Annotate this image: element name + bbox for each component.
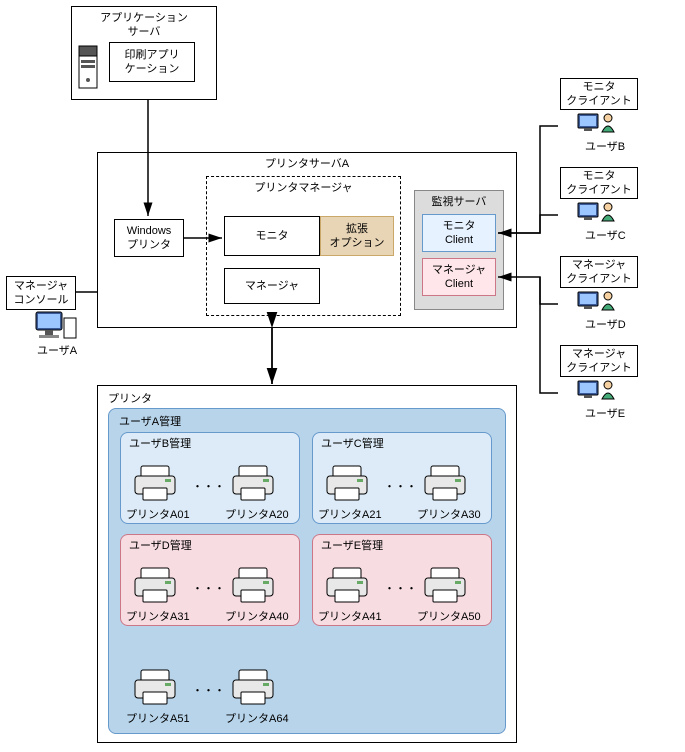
ext-option-label: 拡張 オプション — [330, 222, 385, 251]
client-e-label: マネージャ クライアント — [566, 347, 632, 376]
printer-a30-label: プリンタA30 — [417, 508, 481, 522]
user-a-label: ユーザA — [37, 344, 77, 358]
client-b-box: モニタ クライアント — [560, 78, 638, 110]
printer-a51-label: プリンタA51 — [126, 712, 190, 726]
printer-a64-label: プリンタA64 — [225, 712, 289, 726]
printer-a20-label: プリンタA20 — [225, 508, 289, 522]
client-c-box: モニタ クライアント — [560, 167, 638, 199]
windows-printer-label: Windows プリンタ — [127, 224, 172, 253]
dots-b-label: ・・・ — [192, 480, 225, 494]
user-b-label: ユーザB — [585, 140, 625, 154]
printer-area-title: プリンタ — [108, 392, 152, 406]
dots-c-label: ・・・ — [384, 480, 417, 494]
dots-loose-label: ・・・ — [192, 684, 225, 698]
manager-client-box: マネージャ Client — [422, 258, 496, 296]
monitor-client-box: モニタ Client — [422, 214, 496, 252]
client-c-label: モニタ クライアント — [566, 169, 632, 198]
user-a-group-title: ユーザA管理 — [119, 415, 181, 429]
printer-a50-label: プリンタA50 — [417, 610, 481, 624]
client-d-box: マネージャ クライアント — [560, 256, 638, 288]
printer-a21-label: プリンタA21 — [318, 508, 382, 522]
user-d-label: ユーザD — [585, 318, 626, 332]
manager-client-label: マネージャ Client — [432, 263, 486, 292]
monitor-label: モニタ — [256, 229, 289, 243]
user-c-group-title: ユーザC管理 — [321, 437, 384, 451]
manager-console-box: マネージャ コンソール — [6, 276, 76, 310]
client-b-label: モニタ クライアント — [566, 80, 632, 109]
manager-console-label: マネージャ コンソール — [14, 279, 69, 308]
monitor-box: モニタ — [224, 216, 320, 256]
app-server-title: アプリケーション サーバ — [100, 11, 188, 40]
client-d-label: マネージャ クライアント — [566, 258, 632, 287]
user-d-group-title: ユーザD管理 — [129, 539, 192, 553]
app-server-sub-label: 印刷アプリ ケーション — [125, 48, 180, 77]
printer-a40-label: プリンタA40 — [225, 610, 289, 624]
windows-printer-box: Windows プリンタ — [114, 219, 184, 257]
app-server-sub-box: 印刷アプリ ケーション — [109, 42, 195, 82]
dots-e-label: ・・・ — [384, 582, 417, 596]
user-c-label: ユーザC — [585, 229, 626, 243]
manager-box: マネージャ — [224, 268, 320, 304]
printer-manager-title: プリンタマネージャ — [254, 181, 352, 195]
printer-a01-label: プリンタA01 — [126, 508, 190, 522]
printer-a31-label: プリンタA31 — [126, 610, 190, 624]
user-b-group-title: ユーザB管理 — [129, 437, 191, 451]
dots-d-label: ・・・ — [192, 582, 225, 596]
ext-option-box: 拡張 オプション — [320, 216, 394, 256]
monitor-client-label: モニタ Client — [443, 219, 476, 248]
client-e-box: マネージャ クライアント — [560, 345, 638, 377]
manager-label: マネージャ — [245, 279, 299, 293]
server-tower-icon — [78, 45, 100, 91]
printer-a41-label: プリンタA41 — [318, 610, 382, 624]
user-e-group-title: ユーザE管理 — [321, 539, 383, 553]
watch-server-title: 監視サーバ — [432, 195, 487, 209]
user-e-label: ユーザE — [585, 407, 625, 421]
printer-server-a-title: プリンタサーバA — [265, 157, 349, 171]
